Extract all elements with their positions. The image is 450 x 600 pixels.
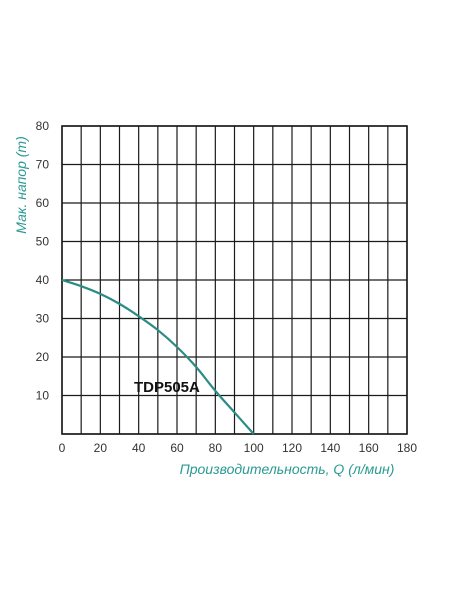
x-tick-label: 120 <box>282 441 302 455</box>
y-tick-label: 20 <box>36 350 50 364</box>
x-tick-label: 0 <box>59 441 66 455</box>
grid-layer <box>61 125 408 435</box>
x-tick-label: 80 <box>209 441 223 455</box>
x-axis-title: Производительность, Q (л/мин) <box>180 461 395 477</box>
x-tick-label: 60 <box>170 441 184 455</box>
x-tick-label: 180 <box>397 441 417 455</box>
y-tick-label: 60 <box>36 196 50 210</box>
x-tick-label: 100 <box>244 441 264 455</box>
tick-labels: 0 20 40 60 80 100 120 140 160 180 10 20 30 40 50 60 70 80 <box>36 119 418 455</box>
y-tick-label: 80 <box>36 119 50 133</box>
y-tick-label: 10 <box>36 389 50 403</box>
x-tick-label: 40 <box>132 441 146 455</box>
x-tick-label: 140 <box>320 441 340 455</box>
y-axis-title: Мак. напор (m) <box>13 136 29 233</box>
series-label: TDP505A <box>134 379 200 396</box>
y-tick-label: 40 <box>36 273 50 287</box>
y-tick-label: 70 <box>36 158 50 172</box>
x-tick-label: 160 <box>359 441 379 455</box>
performance-curve <box>61 278 255 435</box>
x-tick-label: 20 <box>94 441 108 455</box>
y-tick-label: 30 <box>36 312 50 326</box>
y-tick-label: 50 <box>36 235 50 249</box>
